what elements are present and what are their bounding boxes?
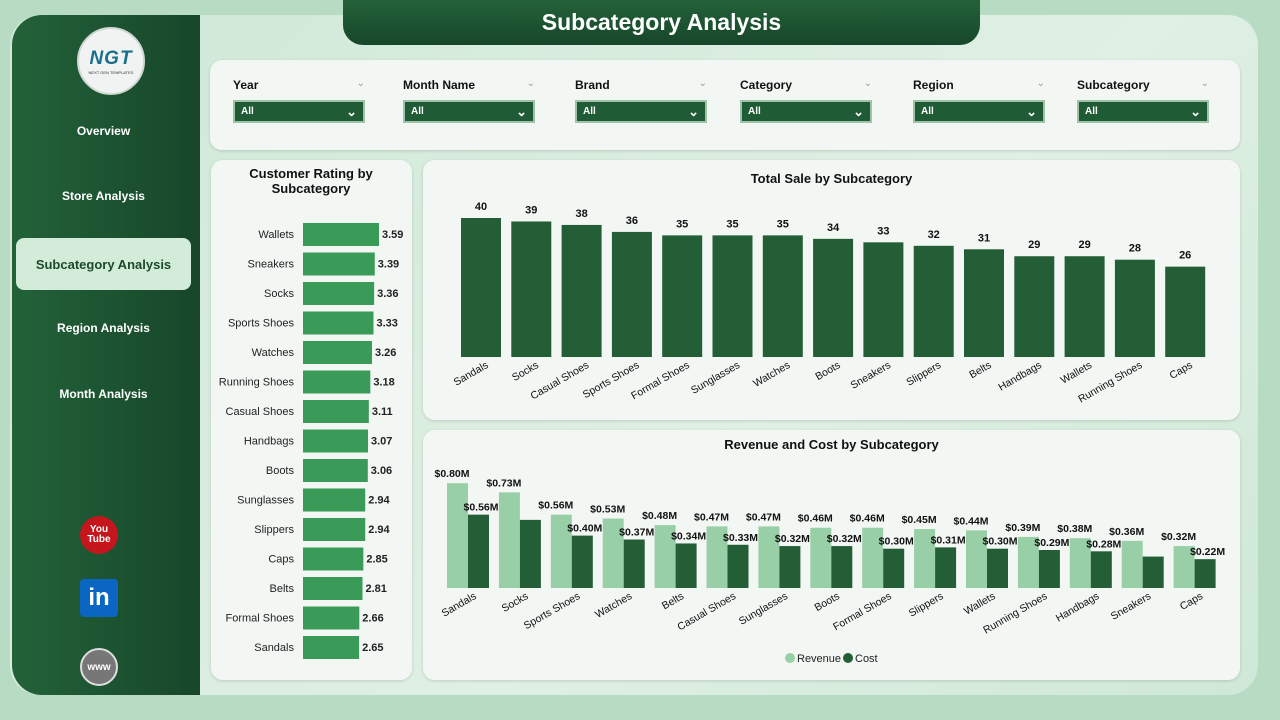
sidebar-item-store-analysis[interactable]: Store Analysis: [62, 189, 145, 203]
filter-category: Category ⌄ All ⌄: [740, 78, 872, 123]
filter-label: Region: [913, 78, 954, 92]
chevron-down-icon: ⌄: [853, 103, 864, 119]
globe-icon[interactable]: www: [80, 648, 118, 686]
chevron-down-icon: ⌄: [516, 103, 527, 119]
chevron-down-icon[interactable]: ⌄: [698, 78, 707, 89]
filter-region: Region ⌄ All ⌄: [913, 78, 1045, 123]
filter-panel: [210, 60, 1240, 150]
chevron-down-icon[interactable]: ⌄: [526, 78, 535, 89]
filter-label: Month Name: [403, 78, 475, 92]
sidebar-item-subcategory-analysis[interactable]: Subcategory Analysis: [16, 238, 191, 290]
rating-chart-title: Customer Rating by Subcategory: [249, 166, 373, 196]
filter-subcategory: Subcategory ⌄ All ⌄: [1077, 78, 1209, 123]
chevron-down-icon[interactable]: ⌄: [1200, 78, 1209, 89]
filter-label: Year: [233, 78, 259, 92]
revenue-cost-chart-title: Revenue and Cost by Subcategory: [724, 437, 939, 452]
chevron-down-icon[interactable]: ⌄: [1036, 78, 1045, 89]
filter-brand: Brand ⌄ All ⌄: [575, 78, 707, 123]
page-title: Subcategory Analysis: [343, 0, 980, 45]
logo: NGT NEXT GEN TEMPLATES: [77, 27, 145, 95]
filter-dropdown[interactable]: All ⌄: [233, 100, 365, 123]
sidebar-item-region-analysis[interactable]: Region Analysis: [57, 321, 150, 335]
chevron-down-icon[interactable]: ⌄: [356, 78, 365, 89]
sidebar-item-overview[interactable]: Overview: [76, 124, 131, 138]
filter-dropdown[interactable]: All ⌄: [403, 100, 535, 123]
chevron-down-icon: ⌄: [688, 103, 699, 119]
sidebar: NGT NEXT GEN TEMPLATES: [12, 15, 200, 695]
linkedin-icon[interactable]: in: [80, 579, 118, 617]
filter-year: Year ⌄ All ⌄: [233, 78, 365, 123]
filter-dropdown[interactable]: All ⌄: [740, 100, 872, 123]
filter-label: Category: [740, 78, 793, 92]
filter-dropdown[interactable]: All ⌄: [1077, 100, 1209, 123]
filter-dropdown[interactable]: All ⌄: [913, 100, 1045, 123]
youtube-icon[interactable]: You Tube: [80, 516, 118, 554]
chevron-down-icon: ⌄: [346, 103, 357, 119]
rating-panel: Customer Rating by Subcategory: [211, 160, 412, 680]
sidebar-item-month-analysis[interactable]: Month Analysis: [59, 387, 148, 401]
filter-dropdown[interactable]: All ⌄: [575, 100, 707, 123]
total-sale-panel: Total Sale by Subcategory: [423, 160, 1240, 420]
chevron-down-icon: ⌄: [1190, 103, 1201, 119]
total-sale-chart-title: Total Sale by Subcategory: [750, 171, 913, 186]
revenue-cost-panel: Revenue and Cost by Subcategory: [423, 430, 1240, 680]
filter-month-name: Month Name ⌄ All ⌄: [403, 78, 535, 123]
filter-label: Subcategory: [1077, 78, 1150, 92]
chevron-down-icon: ⌄: [1026, 103, 1037, 119]
filter-label: Brand: [575, 78, 610, 92]
chevron-down-icon[interactable]: ⌄: [863, 78, 872, 89]
